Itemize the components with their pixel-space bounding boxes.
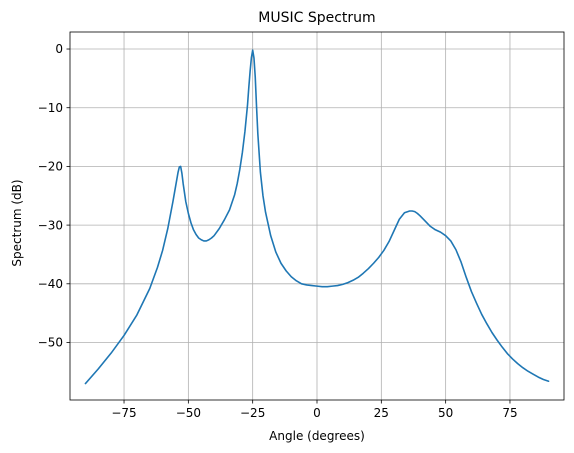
spectrum-line: [84, 49, 550, 385]
y-tick-label: −10: [38, 101, 63, 115]
x-tick-label: −50: [176, 406, 201, 420]
y-tick-label: −40: [38, 277, 63, 291]
chart-title: MUSIC Spectrum: [258, 10, 375, 26]
y-tick-label: −50: [38, 336, 63, 350]
y-tick-label: 0: [55, 42, 63, 56]
y-ticks: 0 −10 −20 −30 −40 −50: [38, 42, 70, 350]
x-tick-label: −25: [240, 406, 265, 420]
y-axis-label: Spectrum (dB): [10, 179, 24, 266]
x-tick-label: −75: [111, 406, 136, 420]
series-layer: [84, 49, 550, 385]
x-tick-label: 25: [374, 406, 389, 420]
x-axis-label: Angle (degrees): [269, 429, 365, 443]
grid-lines: [70, 32, 564, 400]
x-tick-label: 75: [502, 406, 517, 420]
x-tick-label: 50: [438, 406, 453, 420]
x-ticks: −75 −50 −25 0 25 50 75: [111, 400, 518, 420]
y-tick-label: −20: [38, 160, 63, 174]
y-tick-label: −30: [38, 218, 63, 232]
x-tick-label: 0: [313, 406, 321, 420]
